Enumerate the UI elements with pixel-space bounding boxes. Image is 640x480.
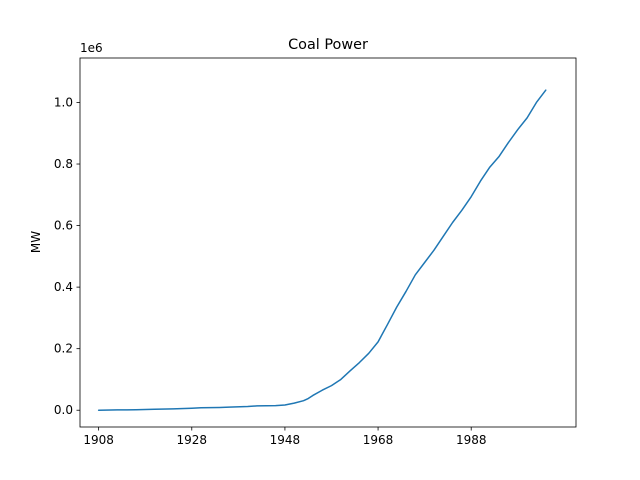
x-tick-label: 1928 bbox=[177, 433, 208, 447]
y-tick-label: 1.0 bbox=[54, 95, 73, 109]
x-tick-label: 1948 bbox=[270, 433, 301, 447]
x-tick-label: 1968 bbox=[363, 433, 394, 447]
y-tick-label: 0.6 bbox=[54, 219, 73, 233]
y-tick-label: 0.4 bbox=[54, 280, 73, 294]
series-line bbox=[97, 89, 547, 411]
y-axis-offset-label: 1e6 bbox=[80, 41, 103, 55]
y-axis-label: MW bbox=[29, 231, 43, 253]
x-tick-label: 1988 bbox=[456, 433, 487, 447]
y-tick-label: 0.8 bbox=[54, 157, 73, 171]
y-tick-label: 0.0 bbox=[54, 403, 73, 417]
x-tick-label: 1908 bbox=[83, 433, 114, 447]
y-tick-label: 0.2 bbox=[54, 342, 73, 356]
plot-layer: 1908 1928 1948 1968 1988 0.0 0.2 0.4 0.6 0.8 1.0 bbox=[54, 89, 547, 447]
plot-frame bbox=[79, 57, 577, 428]
chart-title: Coal Power bbox=[288, 37, 368, 53]
